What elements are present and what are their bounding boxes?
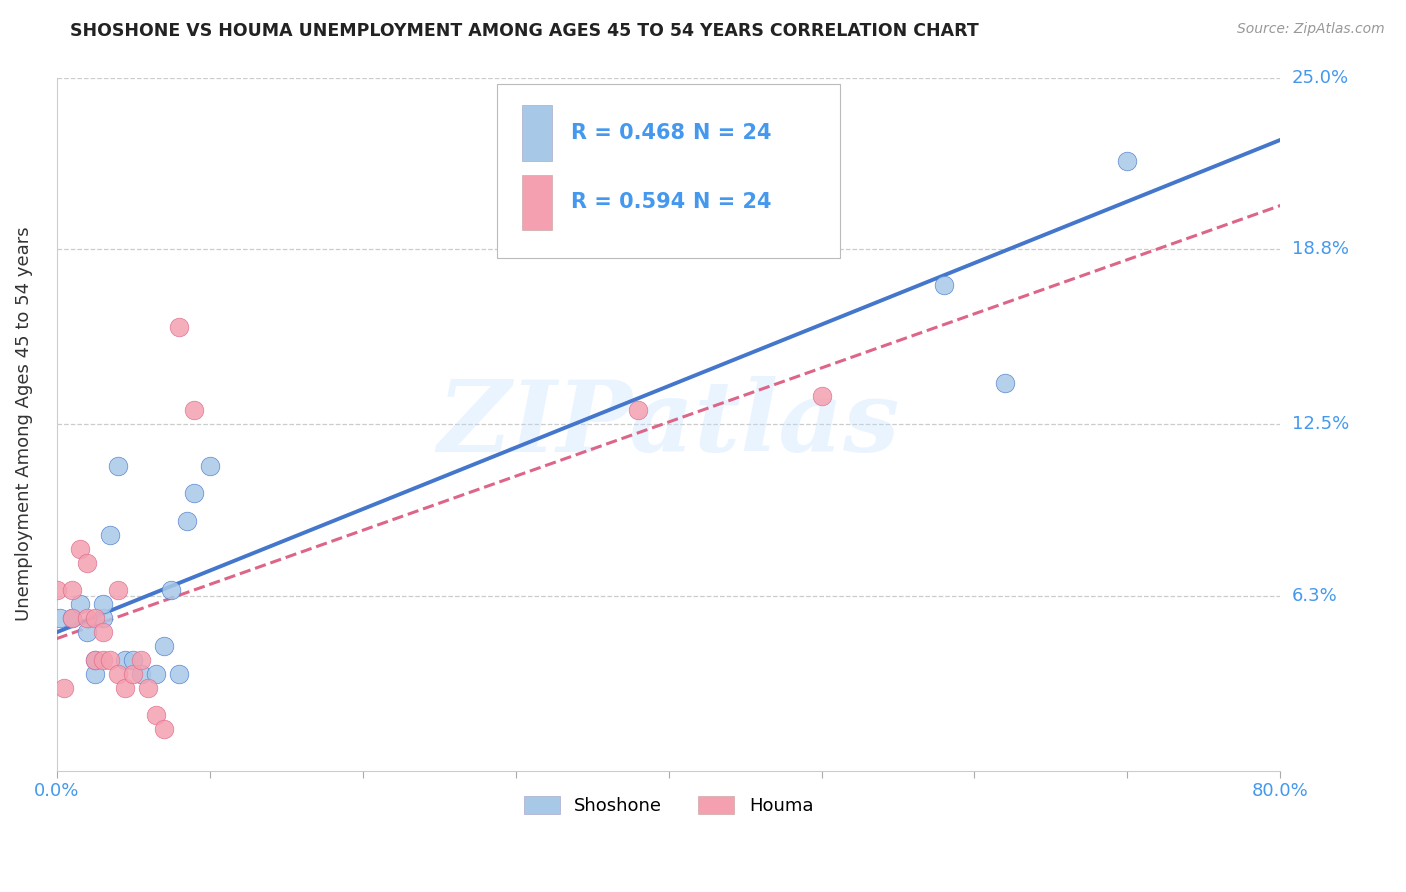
Point	[60, 611, 83, 625]
Point	[994, 376, 1017, 390]
Point	[91, 625, 114, 640]
Point	[76, 625, 98, 640]
Text: 25.0%: 25.0%	[1292, 69, 1348, 87]
Y-axis label: Unemployment Among Ages 45 to 54 years: Unemployment Among Ages 45 to 54 years	[15, 227, 32, 622]
FancyBboxPatch shape	[522, 175, 553, 230]
Text: 6.3%: 6.3%	[1292, 587, 1337, 605]
Point	[45, 583, 67, 598]
Text: Source: ZipAtlas.com: Source: ZipAtlas.com	[1237, 22, 1385, 37]
Point	[734, 223, 756, 237]
Point	[145, 708, 167, 723]
FancyBboxPatch shape	[522, 105, 553, 161]
Text: 18.8%: 18.8%	[1292, 241, 1348, 259]
Point	[114, 653, 136, 667]
Point	[932, 278, 955, 293]
Point	[83, 653, 105, 667]
Point	[83, 653, 105, 667]
Point	[183, 486, 205, 500]
Text: N = 24: N = 24	[693, 193, 772, 212]
FancyBboxPatch shape	[498, 85, 839, 258]
Point	[183, 403, 205, 417]
Point	[83, 611, 105, 625]
Point	[122, 653, 145, 667]
Point	[138, 681, 160, 695]
Point	[145, 666, 167, 681]
Point	[60, 583, 83, 598]
Point	[107, 458, 129, 473]
Point	[114, 681, 136, 695]
Point	[83, 666, 105, 681]
Point	[69, 541, 91, 556]
Text: R = 0.468: R = 0.468	[571, 123, 685, 143]
Point	[167, 320, 190, 334]
Text: ZIPatlas: ZIPatlas	[437, 376, 900, 473]
Point	[98, 653, 121, 667]
Point	[129, 653, 152, 667]
Point	[1116, 153, 1139, 168]
Text: 12.5%: 12.5%	[1292, 415, 1348, 434]
Point	[60, 611, 83, 625]
Point	[129, 666, 152, 681]
Text: R = 0.594: R = 0.594	[571, 193, 685, 212]
Point	[167, 666, 190, 681]
Point	[122, 666, 145, 681]
Point	[152, 639, 174, 653]
Point	[176, 514, 198, 528]
Point	[69, 598, 91, 612]
Point	[198, 458, 221, 473]
Point	[160, 583, 183, 598]
Point	[98, 528, 121, 542]
Point	[91, 611, 114, 625]
Point	[53, 681, 76, 695]
Text: SHOSHONE VS HOUMA UNEMPLOYMENT AMONG AGES 45 TO 54 YEARS CORRELATION CHART: SHOSHONE VS HOUMA UNEMPLOYMENT AMONG AGE…	[70, 22, 979, 40]
Point	[91, 653, 114, 667]
Point	[107, 583, 129, 598]
Text: N = 24: N = 24	[693, 123, 772, 143]
Point	[76, 556, 98, 570]
Legend: Shoshone, Houma: Shoshone, Houma	[515, 787, 823, 824]
Point	[152, 722, 174, 736]
Point	[107, 666, 129, 681]
Point	[76, 611, 98, 625]
Point	[48, 611, 70, 625]
Point	[627, 403, 650, 417]
Point	[91, 598, 114, 612]
Point	[810, 389, 832, 403]
